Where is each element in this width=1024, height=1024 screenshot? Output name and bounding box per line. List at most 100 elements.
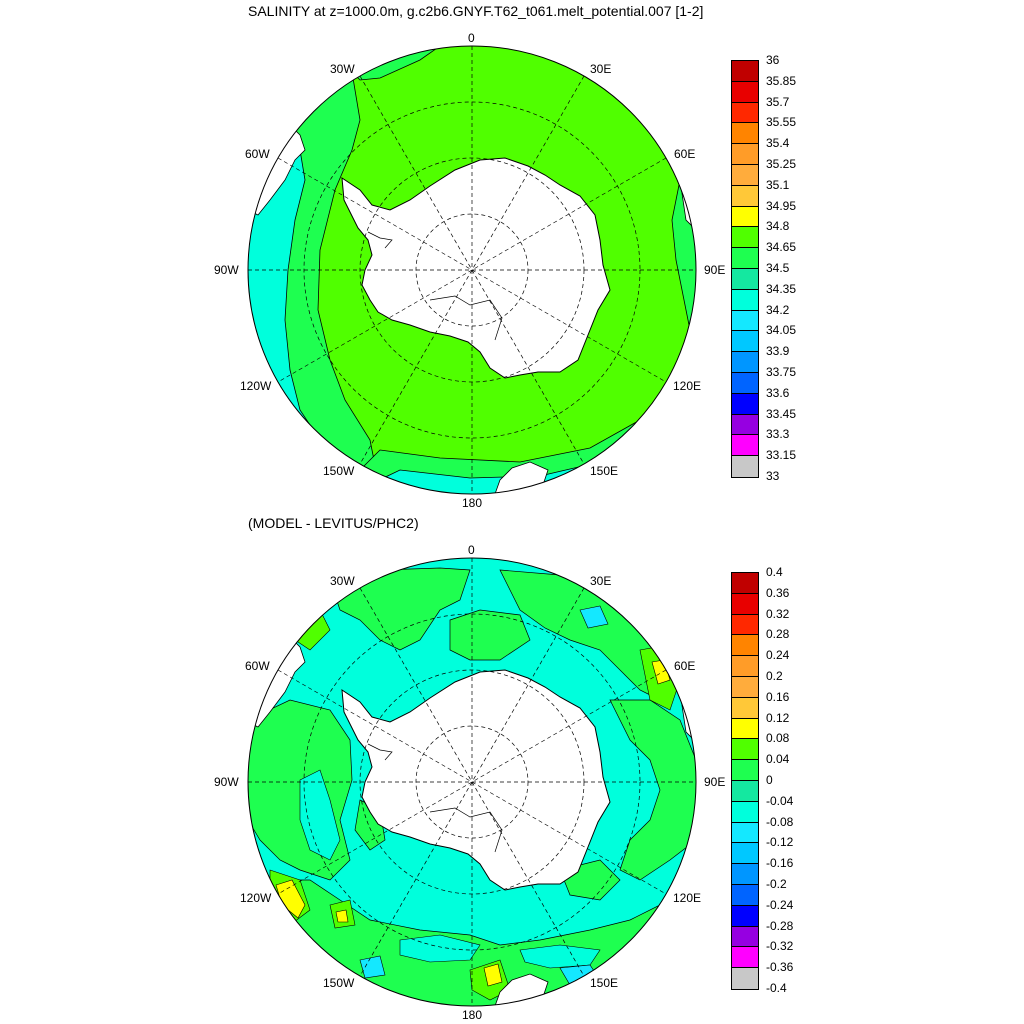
colorbar-swatch (732, 780, 758, 802)
colorbar-swatch (732, 435, 758, 457)
colorbar-swatch (732, 760, 758, 781)
colorbar-swatch (732, 843, 758, 865)
colorbar-swatch (732, 372, 758, 394)
colorbar-tick-label: 0 (766, 773, 773, 787)
colorbar-tick-label: -0.4 (766, 981, 787, 995)
colorbar-swatch (732, 144, 758, 165)
colorbar-tick-label: 34.35 (766, 281, 797, 296)
colorbar-tick-label: 0.36 (766, 585, 790, 600)
colorbar-swatch (732, 739, 758, 761)
top-lon-label-120e: 120E (673, 379, 702, 393)
colorbar-swatch (732, 164, 758, 186)
colorbar-tick-label: 33.6 (766, 385, 790, 400)
colorbar-tick-label: 35.55 (766, 115, 797, 130)
top-lon-label-120w: 120W (240, 379, 272, 393)
bottom-map-border (247, 557, 697, 1007)
bottom-lon-label-120w: 120W (240, 891, 272, 905)
colorbar-tick-label: -0.08 (766, 814, 794, 829)
colorbar-tick-label: 0.2 (766, 669, 783, 683)
colorbar-swatch (732, 635, 758, 657)
colorbar-tick-label: 35.1 (766, 177, 790, 192)
top-map-border (247, 45, 697, 495)
colorbar-tick-label: 0.04 (766, 752, 790, 767)
colorbar-swatch (732, 206, 758, 228)
colorbar-swatch (732, 393, 758, 415)
colorbar-tick-label: 0.24 (766, 648, 790, 663)
colorbar-swatch (732, 926, 758, 948)
colorbar-tick-label: 33.3 (766, 427, 790, 442)
colorbar-swatch (732, 864, 758, 885)
top-lon-label-90w: 90W (214, 263, 239, 277)
colorbar-tick-label: -0.12 (766, 835, 794, 850)
bottom-lon-label-90w: 90W (214, 775, 239, 789)
bottom-lon-label-60e: 60E (674, 659, 696, 673)
bottom-difference-map (247, 557, 697, 1007)
colorbar-swatch (732, 676, 758, 698)
top-lon-label-30e: 30E (590, 62, 612, 76)
top-lon-label-150e: 150E (590, 464, 619, 478)
colorbar-tick-label: 34.2 (766, 302, 790, 317)
bottom-lon-label-150e: 150E (590, 976, 619, 990)
colorbar-swatch (732, 123, 758, 145)
top-salinity-map (247, 45, 697, 495)
colorbar-tick-label: 34.95 (766, 198, 797, 213)
bottom-lon-label-0: 0 (468, 543, 475, 557)
colorbar-swatch (732, 414, 758, 436)
top-lon-label-60e: 60E (674, 147, 696, 161)
colorbar-swatch (732, 947, 758, 969)
colorbar-tick-label: 34.65 (766, 240, 797, 255)
colorbar-swatch (732, 81, 758, 103)
bottom-lon-label-150w: 150W (323, 976, 355, 990)
colorbar-swatch (732, 185, 758, 207)
bottom-map-title: (MODEL - LEVITUS/PHC2) (248, 515, 419, 531)
colorbar-swatch (732, 268, 758, 290)
colorbar-swatch (732, 248, 758, 269)
colorbar-swatch (732, 102, 758, 124)
top-map-title: SALINITY at z=1000.0m, g.c2b6.GNYF.T62_t… (248, 3, 704, 19)
colorbar-swatch (732, 968, 758, 989)
colorbar-tick-label: -0.36 (766, 960, 794, 975)
colorbar-swatch (732, 593, 758, 615)
bottom-lon-label-30w: 30W (330, 574, 355, 588)
top-lon-label-90e: 90E (704, 263, 726, 277)
colorbar-tick-label: -0.24 (766, 897, 794, 912)
colorbar-tick-label: -0.28 (766, 918, 794, 933)
colorbar-tick-label: 34.8 (766, 219, 790, 234)
colorbar-swatch (732, 697, 758, 719)
colorbar-swatch (732, 227, 758, 249)
colorbar-tick-label: 35.25 (766, 157, 797, 171)
bottom-colorbar (731, 572, 759, 990)
bottom-lon-label-120e: 120E (673, 891, 702, 905)
colorbar-swatch (732, 822, 758, 844)
bottom-lon-label-90e: 90E (704, 775, 726, 789)
bottom-map-cyan-streaks (299, 769, 601, 969)
colorbar-tick-label: 34.05 (766, 323, 797, 338)
colorbar-swatch (732, 456, 758, 477)
colorbar-tick-label: 36 (766, 53, 780, 67)
colorbar-tick-label: 33.9 (766, 344, 790, 359)
colorbar-tick-label: 0.16 (766, 689, 790, 704)
colorbar-tick-label: 33.75 (766, 365, 797, 379)
colorbar-tick-label: 33.15 (766, 448, 797, 463)
colorbar-swatch (732, 310, 758, 332)
bottom-map-graticule (248, 558, 696, 1006)
top-lon-label-60w: 60W (245, 147, 270, 161)
colorbar-tick-label: -0.04 (766, 793, 794, 808)
colorbar-tick-label: 0.32 (766, 606, 790, 621)
colorbar-swatch (732, 614, 758, 636)
colorbar-swatch (732, 656, 758, 677)
colorbar-tick-label: 35.7 (766, 94, 790, 109)
colorbar-swatch (732, 61, 758, 82)
colorbar-tick-label: -0.32 (766, 939, 794, 954)
colorbar-swatch (732, 573, 758, 594)
colorbar-swatch (732, 801, 758, 823)
bottom-lon-label-180: 180 (462, 1008, 483, 1022)
colorbar-tick-label: 0.12 (766, 710, 790, 725)
top-map-graticule (248, 46, 696, 494)
colorbar-tick-label: 35.85 (766, 73, 797, 88)
colorbar-tick-label: -0.2 (766, 877, 787, 891)
colorbar-tick-label: 33.45 (766, 406, 797, 421)
top-lon-label-150w: 150W (323, 464, 355, 478)
top-lon-label-30w: 30W (330, 62, 355, 76)
colorbar-swatch (732, 884, 758, 906)
